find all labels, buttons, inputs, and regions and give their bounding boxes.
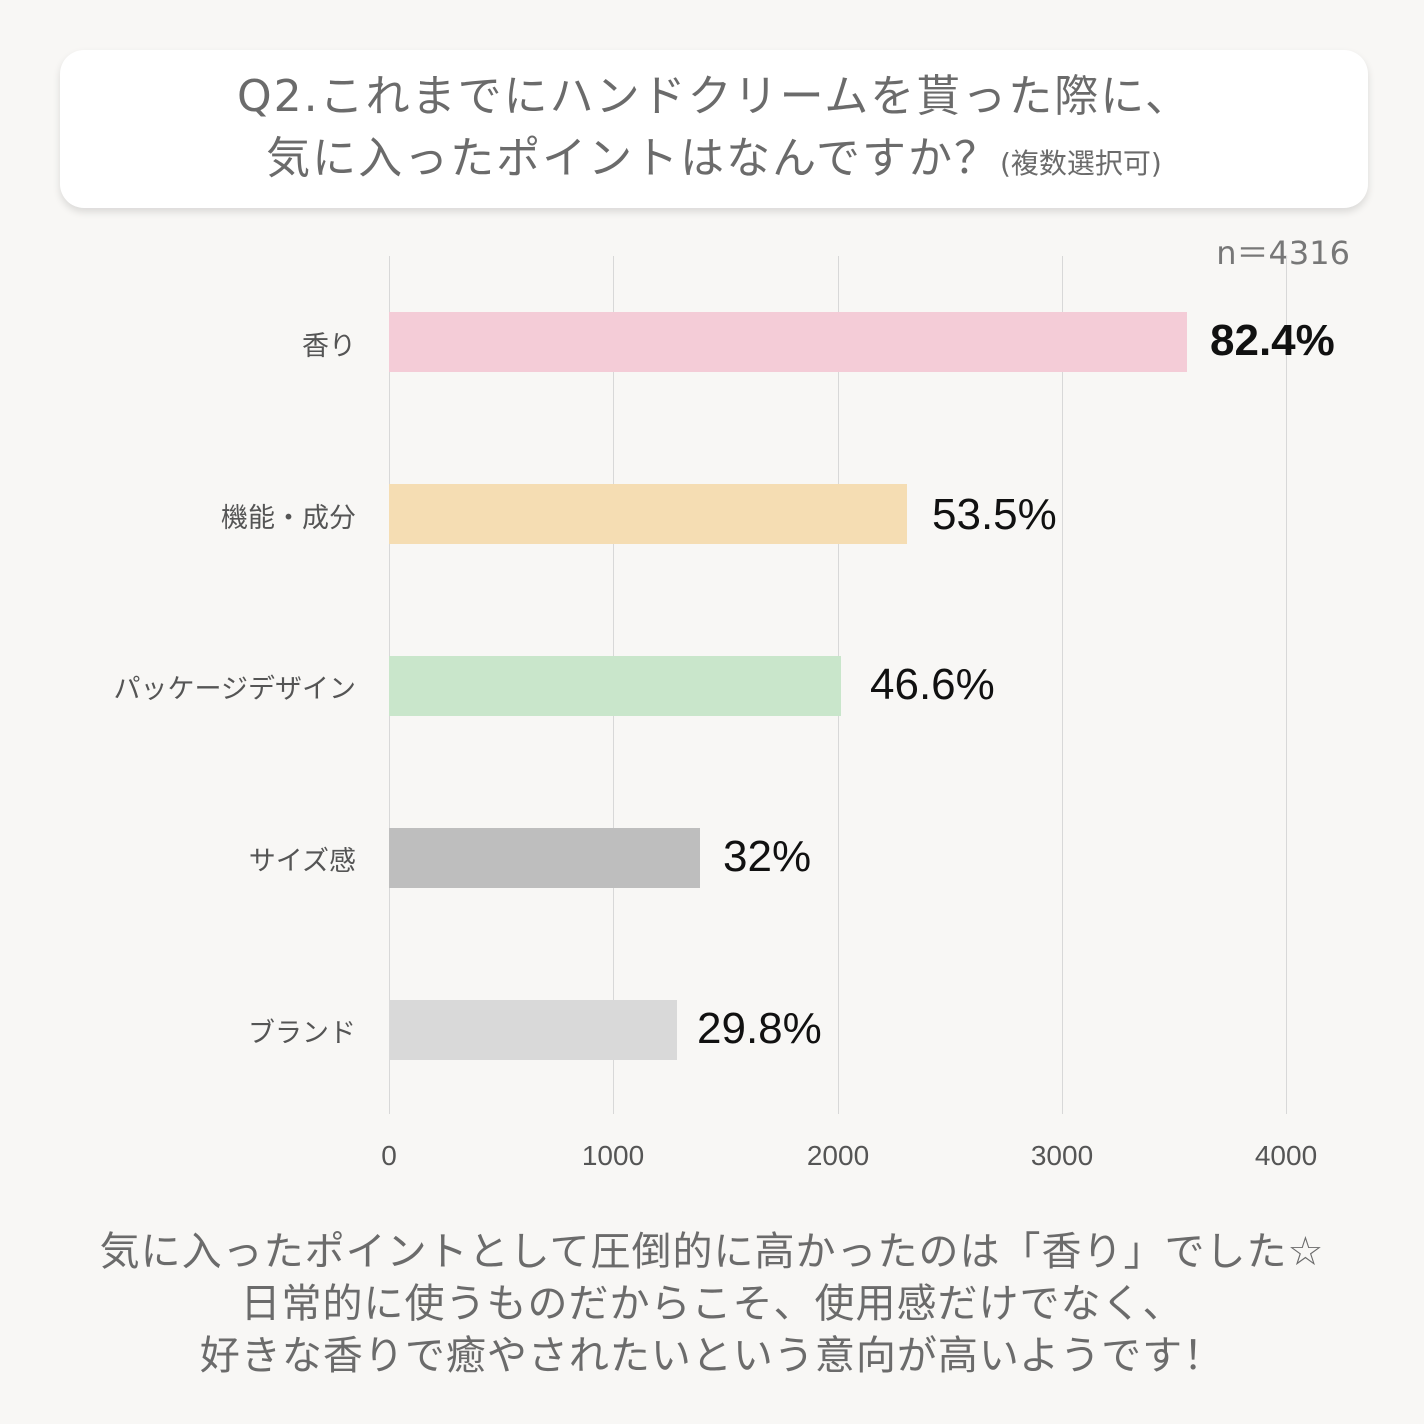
summary-line-1: 気に入ったポイントとして圧倒的に高かったのは「香り」でした☆ <box>99 1229 1325 1275</box>
gridline-4000 <box>1286 256 1287 1114</box>
sample-size: n＝4316 <box>1216 234 1350 272</box>
title-card: Q2.これまでにハンドクリームを貰った際に、 気に入ったポイントはなんですか？(… <box>60 50 1368 208</box>
bar-kinou-seibun <box>389 484 907 544</box>
title-line-2: 気に入ったポイントはなんですか？(複数選択可) <box>60 128 1368 195</box>
title-note: (複数選択可) <box>999 147 1162 180</box>
value-label: 46.6% <box>870 660 995 709</box>
bar-package-design <box>389 656 841 716</box>
x-tick: 3000 <box>1030 1140 1094 1171</box>
x-tick: 4000 <box>1254 1140 1318 1171</box>
value-label: 32% <box>723 832 812 881</box>
x-tick: 0 <box>381 1140 397 1171</box>
bar-kaori <box>389 312 1187 372</box>
summary-line-3: 好きな香りで癒やされたいという意向が高いようです！ <box>199 1333 1225 1379</box>
summary-text: 気に入ったポイントとして圧倒的に高かったのは「香り」でした☆ 日常的に使うものだ… <box>0 1226 1424 1382</box>
value-label: 29.8% <box>697 1004 822 1053</box>
bar-size <box>389 828 700 888</box>
x-tick: 2000 <box>806 1140 870 1171</box>
bar-brand <box>389 1000 677 1060</box>
gridline-3000 <box>1062 256 1063 1114</box>
category-label: サイズ感 <box>248 846 356 877</box>
title-question: 気に入ったポイントはなんですか？ <box>266 133 1000 184</box>
title-line-1: Q2.これまでにハンドクリームを貰った際に、 <box>237 71 1191 122</box>
x-tick: 1000 <box>581 1140 645 1171</box>
value-label: 53.5% <box>932 490 1057 539</box>
bar-chart <box>389 256 1287 1114</box>
category-label: パッケージデザイン <box>113 674 356 705</box>
category-label: ブランド <box>248 1018 356 1049</box>
category-label: 香り <box>302 331 356 362</box>
value-label: 82.4% <box>1210 316 1335 365</box>
category-label: 機能・成分 <box>221 503 356 534</box>
summary-line-2: 日常的に使うものだからこそ、使用感だけでなく、 <box>240 1281 1184 1327</box>
